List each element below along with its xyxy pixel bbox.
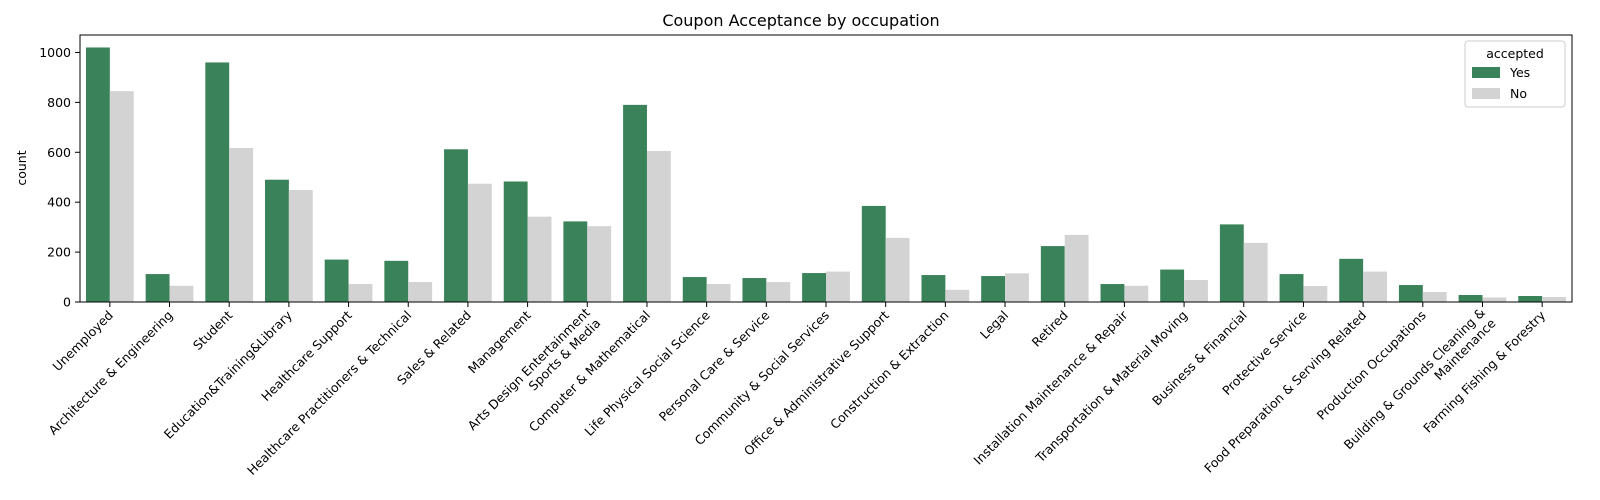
legend-label-no: No: [1510, 86, 1527, 101]
bar-yes-23: [1458, 295, 1483, 302]
bar-no-15: [1005, 273, 1029, 302]
bar-yes-7: [503, 181, 528, 302]
bars-layer: [85, 47, 1567, 303]
bar-no-23: [1482, 297, 1507, 302]
x-tick-label: Construction & Extraction: [827, 308, 952, 433]
bar-no-20: [1303, 286, 1328, 302]
bar-yes-21: [1339, 258, 1364, 302]
bar-no-12: [826, 271, 850, 302]
x-tick-label: Legal: [977, 308, 1011, 342]
bar-no-18: [1184, 280, 1208, 302]
x-tick-label: Production Occupations: [1314, 308, 1429, 423]
x-tick-label: Architecture & Engineering: [45, 308, 175, 438]
bar-no-22: [1422, 292, 1447, 302]
bar-yes-1: [145, 274, 170, 302]
plot-frame: [79, 34, 1573, 303]
bar-yes-11: [742, 278, 767, 302]
y-axis: 0 200 400 600 800 1000: [39, 45, 80, 310]
bar-yes-22: [1398, 285, 1423, 302]
legend-title: accepted: [1486, 46, 1544, 61]
bar-yes-6: [444, 149, 468, 302]
y-tick-label: 1000: [39, 45, 71, 60]
bar-yes-4: [324, 259, 349, 302]
bar-no-19: [1243, 242, 1268, 302]
y-tick-label: 400: [47, 195, 71, 210]
x-tick-label: Unemployed: [49, 308, 115, 374]
bar-yes-17: [1100, 284, 1125, 302]
bar-no-13: [885, 237, 910, 302]
bar-yes-14: [921, 275, 946, 302]
bar-yes-0: [85, 47, 110, 303]
bar-no-9: [646, 151, 671, 302]
bar-no-3: [288, 189, 313, 302]
x-tick-label: Education&Training&Library: [161, 307, 296, 442]
bar-yes-5: [384, 260, 409, 302]
chart-title: Coupon Acceptance by occupation: [662, 11, 939, 30]
bar-yes-24: [1518, 296, 1543, 302]
y-tick-label: 800: [47, 95, 71, 110]
bar-no-2: [229, 148, 254, 302]
y-tick-label: 0: [63, 295, 71, 310]
legend-label-yes: Yes: [1509, 65, 1530, 80]
legend: accepted Yes No: [1464, 40, 1566, 108]
bar-no-7: [527, 216, 552, 302]
bar-yes-15: [981, 276, 1006, 302]
bar-yes-20: [1279, 274, 1304, 302]
bar-no-14: [945, 289, 970, 302]
x-tick-label: Student: [190, 307, 235, 352]
bar-no-24: [1542, 297, 1567, 302]
bar-yes-13: [861, 205, 886, 302]
bar-no-8: [587, 226, 612, 302]
bar-yes-2: [205, 62, 230, 303]
bar-no-1: [169, 285, 194, 302]
bar-yes-19: [1219, 224, 1244, 302]
bar-no-21: [1363, 271, 1387, 302]
bar-yes-12: [802, 273, 826, 302]
bar-no-16: [1064, 234, 1089, 302]
bar-yes-3: [265, 179, 289, 302]
y-tick-label: 600: [47, 145, 71, 160]
bar-no-6: [467, 183, 492, 302]
bar-yes-18: [1160, 269, 1185, 302]
bar-no-0: [109, 91, 134, 302]
bar-no-17: [1124, 285, 1149, 302]
bar-no-10: [706, 284, 731, 302]
bar-yes-10: [682, 277, 707, 302]
bar-no-4: [348, 284, 373, 302]
y-tick-label: 200: [47, 245, 71, 260]
x-tick-label: Retired: [1029, 308, 1071, 350]
legend-swatch-no: [1472, 88, 1500, 99]
bar-yes-16: [1040, 246, 1065, 302]
bar-yes-8: [563, 221, 588, 302]
bar-no-5: [408, 282, 433, 302]
y-axis-label: count: [14, 150, 29, 185]
x-tick-label: Personal Care & Service: [656, 307, 773, 424]
bar-yes-9: [623, 104, 647, 303]
bar-no-11: [766, 282, 791, 302]
legend-swatch-yes: [1472, 67, 1500, 78]
